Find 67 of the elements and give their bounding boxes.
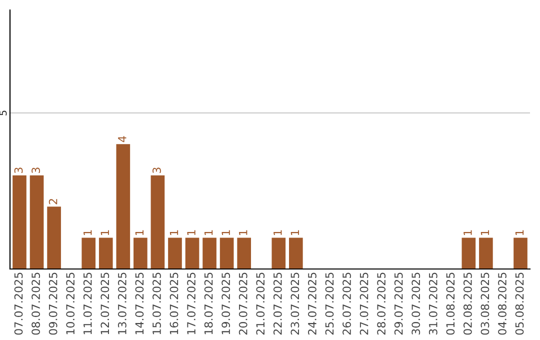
data-label: 1	[480, 230, 490, 236]
x-tick-label: 21.07.2025	[256, 272, 265, 335]
data-label: 1	[170, 230, 178, 236]
x-tick-label: 04.08.2025	[498, 272, 506, 335]
x-tick-label: 09.07.2025	[48, 272, 58, 335]
data-label: 1	[84, 230, 92, 236]
data-label: 1	[100, 230, 109, 236]
x-tick-label: 01.08.2025	[446, 272, 455, 335]
x-tick-label: 25.07.2025	[325, 272, 334, 335]
x-tick-label: 27.07.2025	[360, 272, 368, 335]
bar	[134, 238, 148, 269]
bar	[98, 238, 113, 269]
data-label: 3	[14, 168, 23, 173]
bar	[220, 238, 234, 269]
x-tick-label: 11.07.2025	[83, 272, 92, 334]
data-label: 1	[135, 230, 144, 236]
bar	[514, 238, 528, 269]
bar	[185, 238, 200, 269]
x-tick-label: 29.07.2025	[394, 272, 403, 335]
bar	[462, 238, 476, 269]
bar	[116, 144, 130, 269]
x-tick-label: 13.07.2025	[118, 272, 126, 334]
x-tick-label: 31.07.2025	[428, 272, 438, 335]
data-label: 1	[515, 230, 524, 236]
data-label: 1	[187, 230, 196, 236]
bar	[47, 206, 61, 269]
x-tick-label: 15.07.2025	[152, 272, 161, 334]
x-tick-label: 10.07.2025	[66, 272, 75, 334]
bar	[272, 238, 286, 269]
bar	[289, 238, 303, 269]
x-tick-label: 02.08.2025	[463, 272, 472, 335]
y-tick-label: 5	[0, 110, 7, 116]
data-label: 1	[204, 230, 213, 236]
x-tick-label: 18.07.2025	[204, 272, 213, 334]
x-tick-label: 05.08.2025	[515, 272, 524, 335]
bar	[168, 238, 182, 269]
x-tick-label: 30.07.2025	[412, 272, 420, 335]
data-label: 1	[290, 230, 299, 236]
bar	[82, 238, 96, 269]
x-tick-label: 20.07.2025	[238, 272, 248, 335]
x-tick-label: 23.07.2025	[290, 272, 300, 335]
x-tick-label: 19.07.2025	[222, 272, 230, 334]
x-tick-label: 14.07.2025	[135, 272, 144, 334]
x-tick-label: 17.07.2025	[187, 272, 196, 334]
data-label: 4	[118, 136, 126, 142]
x-tick-label: 24.07.2025	[308, 272, 316, 335]
data-label: 3	[32, 168, 40, 173]
x-tick-label: 28.07.2025	[377, 272, 386, 335]
data-label: 1	[464, 230, 472, 236]
x-tick-label: 26.07.2025	[342, 272, 351, 335]
bar	[202, 238, 216, 269]
bar	[12, 175, 26, 269]
data-label: 1	[222, 230, 230, 236]
data-label: 1	[274, 230, 282, 236]
data-label: 1	[239, 230, 248, 236]
bar	[237, 238, 251, 269]
x-tick-label: 16.07.2025	[170, 272, 178, 334]
bar	[150, 175, 165, 269]
bar	[30, 175, 44, 269]
data-label: 3	[152, 168, 161, 173]
x-tick-label: 22.07.2025	[273, 272, 282, 335]
bar	[479, 238, 493, 269]
data-label: 2	[48, 199, 58, 204]
x-tick-label: 12.07.2025	[100, 272, 110, 334]
x-tick-label: 03.08.2025	[480, 272, 490, 335]
x-tick-label: 07.07.2025	[14, 272, 23, 335]
x-tick-label: 08.07.2025	[32, 272, 40, 335]
